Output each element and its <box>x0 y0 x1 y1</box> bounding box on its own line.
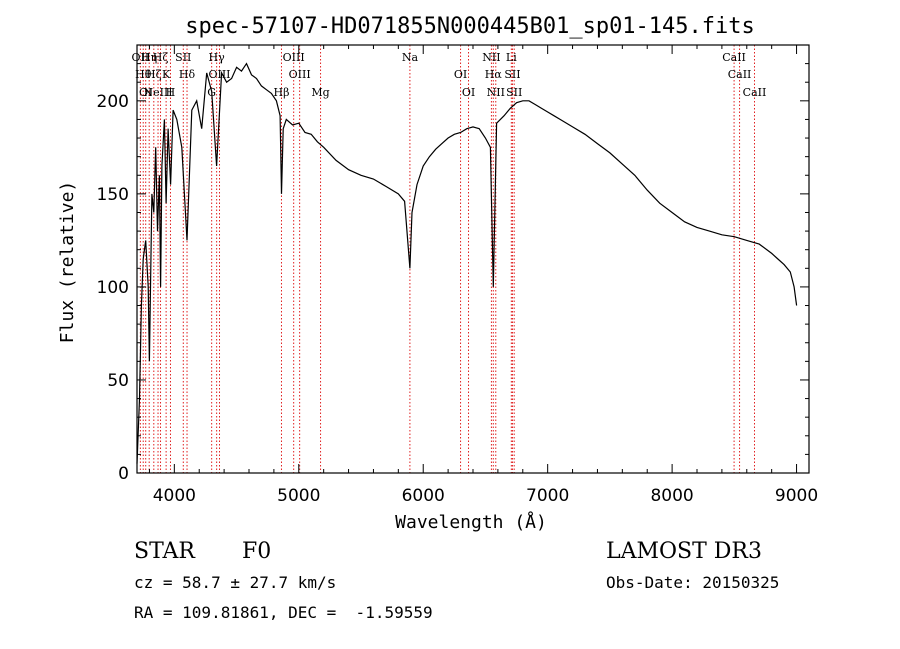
x-axis-label: Wavelength (Å) <box>395 511 547 533</box>
y-tick-label: 200 <box>97 92 129 112</box>
plot-frame <box>136 44 810 474</box>
spectral-line-label: K <box>162 68 171 81</box>
spectral-subclass: F0 <box>242 539 272 564</box>
y-tick-label: 50 <box>107 371 129 391</box>
spectral-line-markers <box>139 45 755 473</box>
y-tick-label: 150 <box>97 185 129 205</box>
redshift-readout: cz = 58.7 ± 27.7 km/s <box>134 573 337 592</box>
x-tick-label: 5000 <box>277 486 320 506</box>
spectral-line-label: OIII <box>289 68 311 81</box>
spectral-line-label: SII <box>504 68 520 81</box>
spectral-line-label: Hη <box>141 51 157 64</box>
spectral-line-label: OIII <box>208 68 230 81</box>
spectral-line-label: CaII <box>743 86 767 99</box>
spectral-line-label: H <box>166 86 176 99</box>
spectral-line-label: Hθ <box>135 68 152 81</box>
y-tick-label: 0 <box>118 464 129 484</box>
object-type: STAR <box>134 539 195 564</box>
spectral-line-label: Na <box>402 51 419 64</box>
spectral-line-label: OIII <box>283 51 305 64</box>
spectral-line-label: NII <box>482 51 500 64</box>
chart-title: spec-57107-HD071855N000445B01_sp01-145.f… <box>185 14 755 39</box>
spectral-line-label: SII <box>175 51 191 64</box>
survey-name: LAMOST DR3 <box>606 539 762 564</box>
x-tick-label: 4000 <box>153 486 196 506</box>
x-tick-label: 9000 <box>775 486 818 506</box>
y-tick-label: 100 <box>97 278 129 298</box>
spectral-line-label: Li <box>506 51 517 64</box>
coordinates-readout: RA = 109.81861, DEC = -1.59559 <box>134 603 433 622</box>
spectral-line-label: Hζ <box>146 68 162 81</box>
spectral-line-label: Hβ <box>274 86 290 99</box>
spectral-line-label: OI <box>454 68 467 81</box>
observation-date: Obs-Date: 20150325 <box>606 573 780 592</box>
y-axis-ticks: 0 50 100 150 200 <box>97 63 809 484</box>
spectral-line-label: CaII <box>722 51 746 64</box>
spectral-line-label: SII <box>506 86 522 99</box>
spectral-line-label: Hα <box>485 68 503 81</box>
spectral-line-label: Hγ <box>209 51 226 64</box>
x-tick-label: 8000 <box>650 486 693 506</box>
spectral-line-label: OI <box>139 86 152 99</box>
spectral-line-label: NeIII <box>143 86 172 99</box>
spectral-line-label: NII <box>487 86 505 99</box>
spectrum-series-line <box>136 62 798 464</box>
spectral-line-label: OII <box>132 51 150 64</box>
spectral-line-label: OI <box>462 86 475 99</box>
spectral-line-label: Hδ <box>179 68 196 81</box>
x-tick-label: 7000 <box>526 486 569 506</box>
spectral-line-label: Mg <box>311 86 329 99</box>
spectral-line-labels: OIIHθOIHηHζNeIIIHζKHSIIHδGHγOIIIHβOIIIOI… <box>132 51 767 99</box>
y-axis-label: Flux (relative) <box>57 181 78 344</box>
spectral-line-label: CaII <box>728 68 752 81</box>
spectral-line-label: Hζ <box>153 51 169 64</box>
x-axis-ticks: 4000 5000 6000 7000 8000 9000 <box>148 45 818 506</box>
x-tick-label: 6000 <box>402 486 445 506</box>
